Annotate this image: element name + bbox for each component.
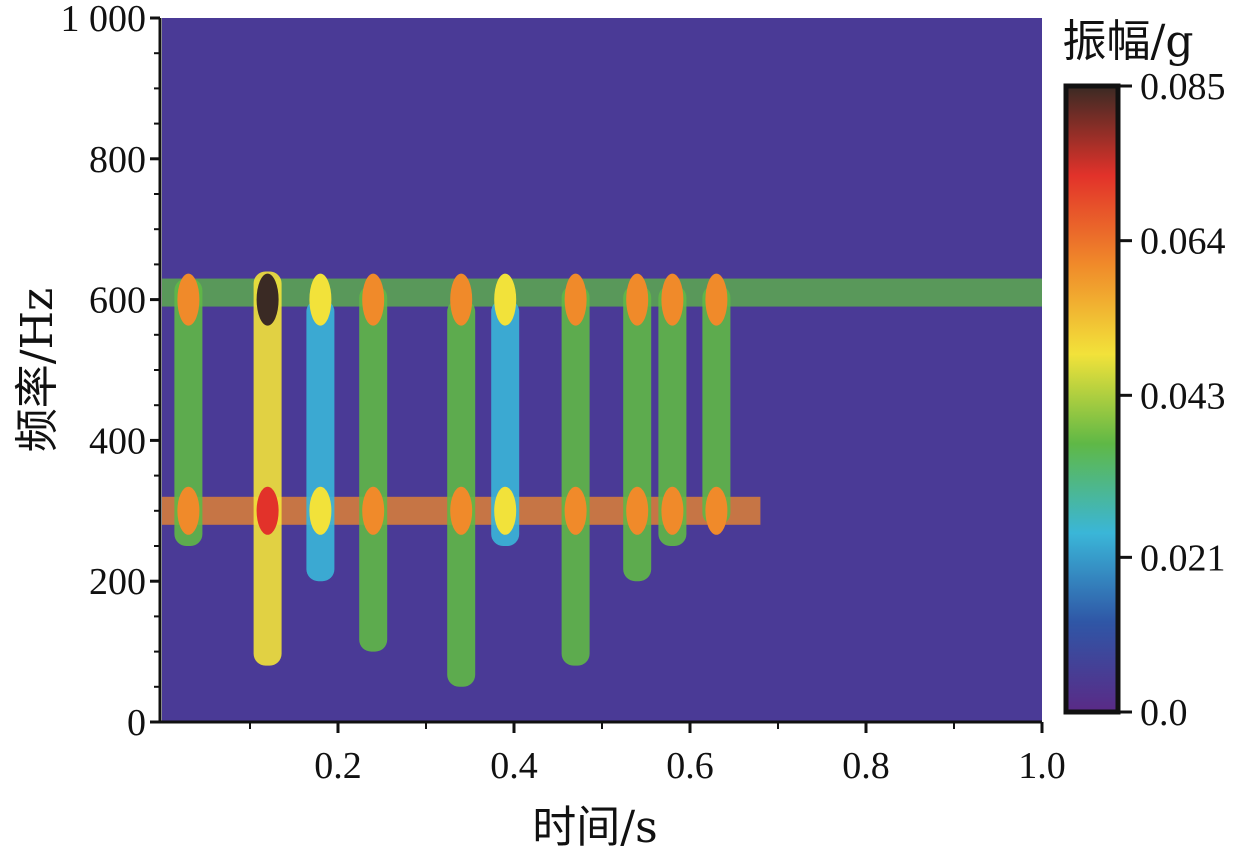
heatmap-layer	[162, 271, 1042, 687]
y-tick-label: 1 000	[61, 0, 147, 40]
heatmap-band-6	[561, 285, 590, 666]
plot-background	[162, 18, 1042, 722]
heatmap-peak-upper-0	[177, 273, 200, 326]
heatmap-peak-lower-2	[309, 486, 332, 535]
colorbar-tick-label: 0.0	[1140, 692, 1188, 734]
heatmap-peak-upper-1	[256, 273, 279, 326]
heatmap-peak-upper-5	[494, 273, 517, 326]
heatmap-band-8	[658, 285, 687, 546]
x-tick-label: 0.8	[842, 745, 890, 787]
heatmap-peak-lower-0	[177, 486, 200, 535]
heatmap-peak-lower-5	[494, 486, 517, 535]
heatmap-band-0	[174, 278, 203, 546]
heatmap-peak-lower-1	[256, 486, 279, 535]
heatmap-peak-lower-3	[362, 486, 385, 535]
colorbar-tick-label: 0.085	[1140, 66, 1226, 108]
y-tick-label: 800	[89, 139, 146, 181]
y-tick-label: 600	[89, 280, 146, 322]
y-axis-title: 频率/Hz	[12, 288, 63, 452]
heatmap-peak-lower-7	[626, 486, 649, 535]
colorbar-tick-label: 0.064	[1140, 221, 1226, 263]
x-axis-title: 时间/s	[532, 802, 657, 853]
heatmap-peak-upper-9	[705, 273, 728, 326]
heatmap-band-9	[702, 285, 731, 525]
y-tick-label: 200	[89, 561, 146, 603]
heatmap-peak-upper-3	[362, 273, 385, 326]
colorbar-tick-label: 0.043	[1140, 375, 1226, 417]
heatmap-peak-upper-6	[564, 273, 587, 326]
heatmap-ridge-0	[162, 278, 1042, 307]
heatmap-band-5	[491, 299, 520, 546]
x-tick-label: 0.2	[314, 745, 362, 787]
colorbar-title: 振幅/g	[1063, 16, 1194, 67]
x-tick-label: 1.0	[1018, 745, 1066, 787]
heatmap-peak-lower-8	[661, 486, 684, 535]
x-tick-label: 0.6	[666, 745, 714, 787]
colorbar-gradient	[1063, 83, 1121, 715]
heatmap-peak-lower-4	[450, 486, 473, 535]
heatmap-peak-upper-4	[450, 273, 473, 326]
heatmap-band-3	[359, 285, 388, 652]
heatmap-peak-lower-9	[705, 486, 728, 535]
y-tick-label: 0	[127, 702, 146, 744]
heatmap-peak-lower-6	[564, 486, 587, 535]
heatmap-band-1	[253, 271, 282, 666]
heatmap-peak-upper-8	[661, 273, 684, 326]
x-axis-ticks: 0.2 0.4 0.6 0.8 1.0	[249, 722, 1066, 787]
x-tick-label: 0.4	[490, 745, 538, 787]
y-tick-label: 400	[89, 420, 146, 462]
colorbar-tick-label: 0.021	[1140, 537, 1226, 579]
y-axis-ticks: 0 200 400 600 800 1 000	[61, 0, 160, 744]
heatmap-band-2	[306, 299, 335, 582]
colorbar-ticks: 0.0 0.021 0.043 0.064 0.085	[1118, 66, 1226, 734]
heatmap-peak-upper-2	[309, 273, 332, 326]
heatmap-peak-upper-7	[626, 273, 649, 326]
heatmap-band-7	[623, 285, 652, 582]
